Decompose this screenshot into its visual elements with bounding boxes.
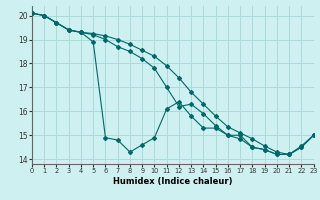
X-axis label: Humidex (Indice chaleur): Humidex (Indice chaleur): [113, 177, 233, 186]
